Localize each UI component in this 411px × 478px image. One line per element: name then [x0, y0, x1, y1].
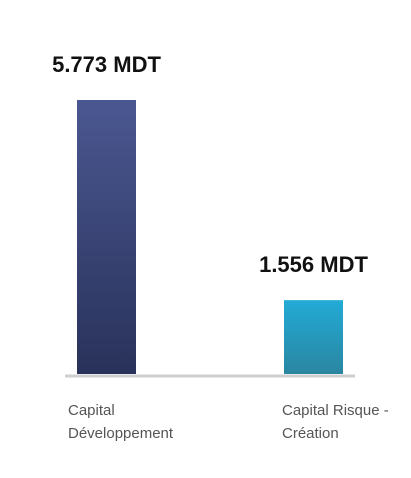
- value-label: 5.773 MDT: [52, 52, 161, 77]
- bar: [284, 300, 343, 374]
- value-label: 1.556 MDT: [259, 252, 368, 277]
- category-label: Capital Développement: [68, 402, 174, 442]
- category-label: Capital Risque - Création: [282, 402, 389, 442]
- bar: [77, 100, 136, 374]
